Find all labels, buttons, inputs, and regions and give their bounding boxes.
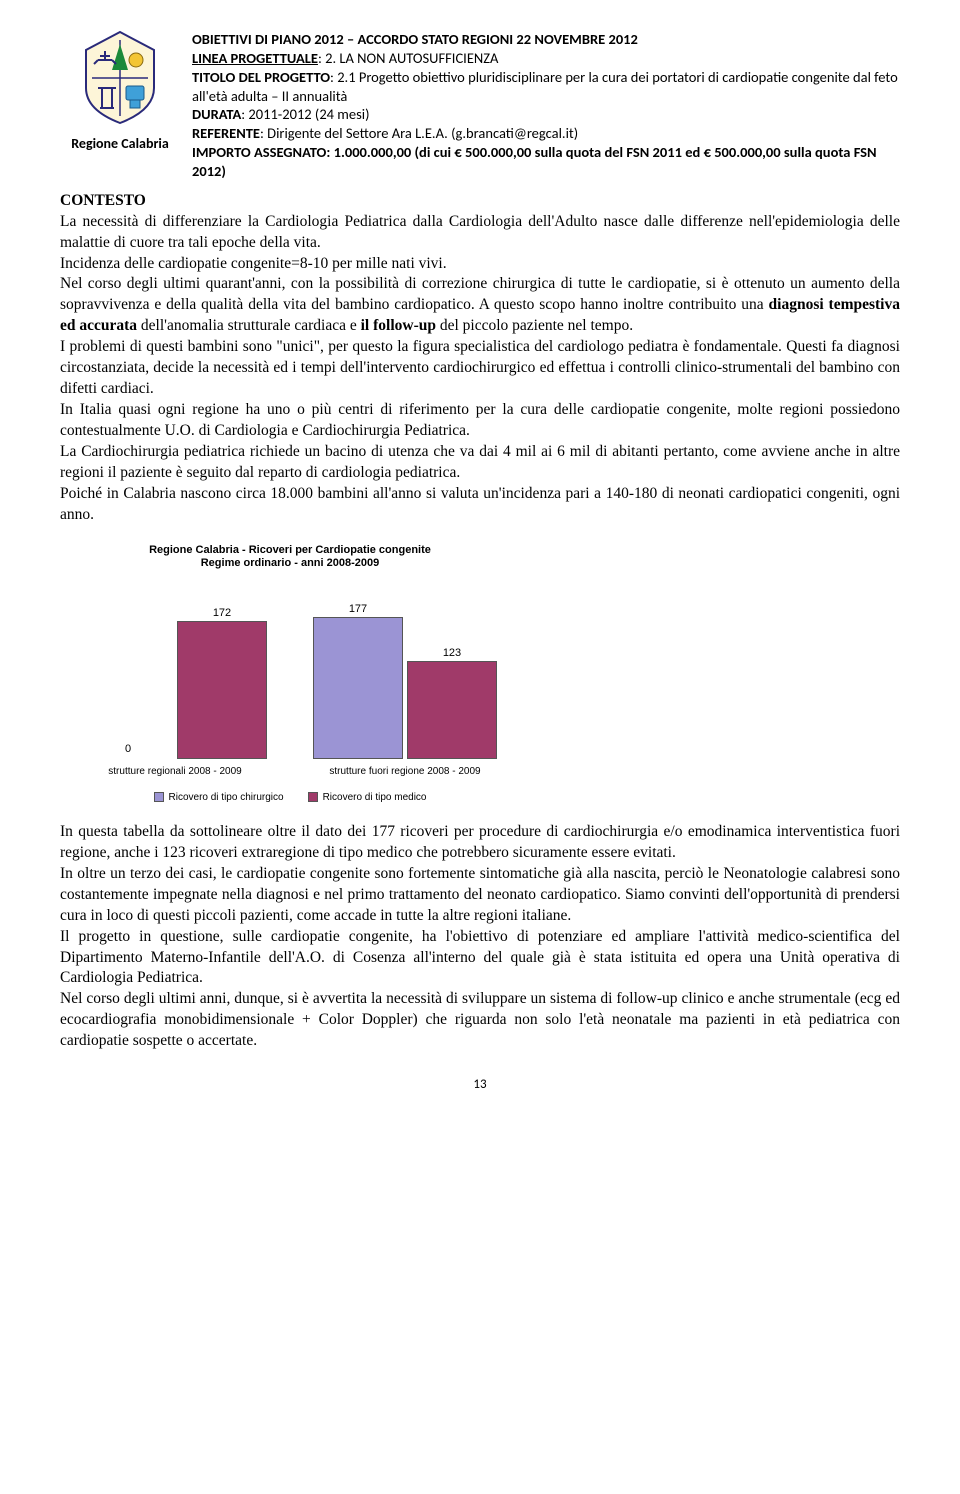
page-number: 13 [60,1076,900,1094]
x-axis-label: strutture regionali 2008 - 2009 [60,765,290,779]
chart-bar: 123 [407,661,497,759]
contesto-p4: I problemi di questi bambini sono "unici… [60,337,900,400]
meta-label: LINEA PROGETTUALE [192,49,318,67]
ricoveri-chart: Regione Calabria - Ricoveri per Cardiopa… [60,544,520,805]
chart-bar: 0 [83,758,173,759]
chart-title: Regione Calabria - Ricoveri per Cardiopa… [60,544,520,572]
bar-value-label: 172 [178,606,266,621]
after-p3: Il progetto in questione, sulle cardiopa… [60,927,900,990]
text-span: dell'anomalia strutturale cardiaca e [137,317,361,334]
x-axis-label: strutture fuori regione 2008 - 2009 [290,765,520,779]
meta-label: REFERENTE [192,124,260,142]
meta-label: IMPORTO ASSEGNATO [192,143,326,161]
chart-title-line: Regione Calabria - Ricoveri per Cardiopa… [149,544,431,556]
contesto-p1: La necessità di differenziare la Cardiol… [60,212,900,254]
contesto-p3: Nel corso degli ultimi quarant'anni, con… [60,274,900,337]
logo-column: Regione Calabria [60,30,180,181]
meta-line-6: IMPORTO ASSEGNATO: 1.000.000,00 (di cui … [192,143,900,181]
after-p1: In questa tabella da sottolineare oltre … [60,822,900,864]
meta-value: : 2011-2012 (24 mesi) [241,105,369,123]
legend-swatch [154,792,164,802]
region-label: Regione Calabria [60,135,180,154]
contesto-p2: Incidenza delle cardiopatie congenite=8-… [60,254,900,275]
meta-value: : Dirigente del Settore Ara L.E.A. (g.br… [260,124,578,142]
meta-line-4: DURATA: 2011-2012 (24 mesi) [192,105,900,124]
contesto-p7: Poiché in Calabria nascono circa 18.000 … [60,484,900,526]
chart-title-line: Regime ordinario - anni 2008-2009 [201,557,380,569]
legend-label: Ricovero di tipo chirurgico [169,791,284,805]
meta-line-3: TITOLO DEL PROGETTO: 2.1 Progetto obiett… [192,68,900,106]
chart-bar: 172 [177,621,267,759]
contesto-section: CONTESTO La necessità di differenziare l… [60,191,900,526]
chart-x-axis: strutture regionali 2008 - 2009strutture… [60,765,520,779]
legend-swatch [308,792,318,802]
chart-bar-group: 0 172 [60,579,290,759]
bar-value-label: 0 [83,742,173,757]
contesto-p5: In Italia quasi ogni regione ha uno o pi… [60,400,900,442]
meta-label: DURATA [192,105,241,123]
bar-value-label: 177 [314,602,402,617]
project-metadata: OBIETTIVI DI PIANO 2012 – ACCORDO STATO … [192,30,900,181]
meta-line-1: OBIETTIVI DI PIANO 2012 – ACCORDO STATO … [192,30,900,49]
meta-value: : 2. LA NON AUTOSUFFICIENZA [318,49,498,67]
contesto-title: CONTESTO [60,191,900,212]
meta-label: TITOLO DEL PROGETTO [192,68,330,86]
contesto-p6: La Cardiochirurgia pediatrica richiede u… [60,442,900,484]
after-p2: In oltre un terzo dei casi, le cardiopat… [60,864,900,927]
chart-plot-area: 0172177123 [60,579,520,759]
legend-label: Ricovero di tipo medico [323,791,427,805]
regione-calabria-logo [80,30,160,125]
legend-item: Ricovero di tipo chirurgico [154,791,284,805]
chart-legend: Ricovero di tipo chirurgico Ricovero di t… [60,791,520,805]
meta-line-2: LINEA PROGETTUALE: 2. LA NON AUTOSUFFICI… [192,49,900,68]
meta-line-5: REFERENTE: Dirigente del Settore Ara L.E… [192,124,900,143]
bold-span: il follow-up [361,317,436,334]
after-chart-text: In questa tabella da sottolineare oltre … [60,822,900,1052]
text-span: del piccolo paziente nel tempo. [436,317,633,334]
after-p4: Nel corso degli ultimi anni, dunque, si … [60,989,900,1052]
bar-value-label: 123 [408,646,496,661]
legend-item: Ricovero di tipo medico [308,791,427,805]
chart-bar-group: 177123 [290,579,520,759]
document-header: Regione Calabria OBIETTIVI DI PIANO 2012… [60,30,900,181]
chart-bar: 177 [313,617,403,759]
